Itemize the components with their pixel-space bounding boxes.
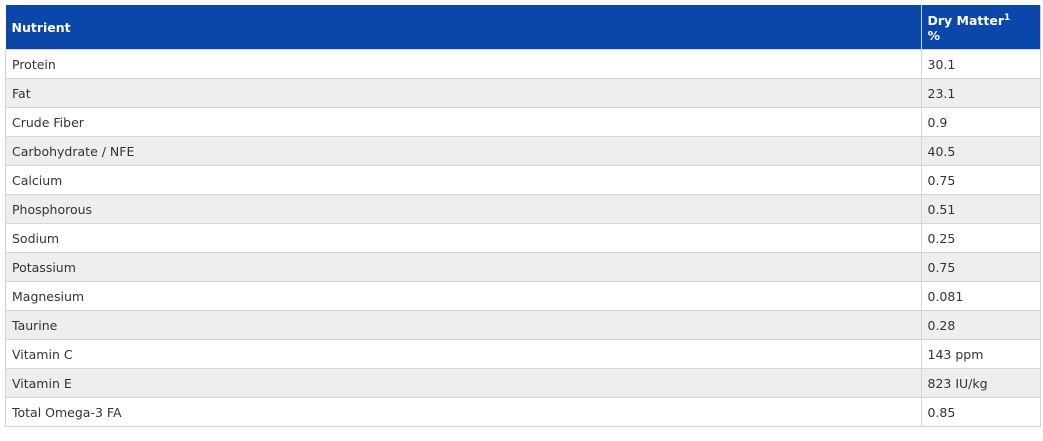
nutrient-table: Nutrient Dry Matter1% Protein 30.1 Fat 23.1…	[5, 5, 1041, 427]
table-body: Protein 30.1 Fat 23.1 Crude Fiber 0.9 Carbohyd…	[5, 49, 1041, 427]
value-cell: 823 IU/kg	[920, 368, 1041, 398]
value-cell: 23.1	[920, 78, 1041, 108]
value-cell: 0.51	[920, 194, 1041, 224]
header-row: Nutrient Dry Matter1%	[5, 5, 1041, 50]
nutrient-cell: Taurine	[5, 310, 922, 340]
nutrient-cell: Carbohydrate / NFE	[5, 136, 922, 166]
nutrient-cell: Vitamin E	[5, 368, 922, 398]
nutrient-cell: Protein	[5, 49, 922, 79]
nutrient-cell: Vitamin C	[5, 339, 922, 369]
value-cell: 30.1	[920, 49, 1041, 79]
header-text: Nutrient	[11, 19, 71, 35]
value-cell: 143 ppm	[920, 339, 1041, 369]
value-cell: 0.75	[920, 252, 1041, 282]
value-cell: 0.28	[920, 310, 1041, 340]
value-cell: 40.5	[920, 136, 1041, 166]
value-cell: 0.081	[920, 281, 1041, 311]
table-row: Taurine 0.28	[5, 310, 1041, 340]
table-row: Protein 30.1	[5, 49, 1041, 79]
nutrient-cell: Magnesium	[5, 281, 922, 311]
nutrient-cell: Sodium	[5, 223, 922, 253]
nutrient-cell: Calcium	[5, 165, 922, 195]
nutrient-cell: Total Omega-3 FA	[5, 397, 922, 427]
value-cell: 0.75	[920, 165, 1041, 195]
nutrient-cell: Potassium	[5, 252, 922, 282]
header-cell: Dry Matter1%	[921, 5, 1041, 50]
nutrient-cell: Crude Fiber	[5, 107, 922, 137]
table-row: Total Omega-3 FA 0.85	[5, 397, 1041, 427]
table-row: Magnesium 0.081	[5, 281, 1041, 311]
table-row: Carbohydrate / NFE 40.5	[5, 136, 1041, 166]
table-row: Fat 23.1	[5, 78, 1041, 108]
nutrient-cell: Fat	[5, 78, 922, 108]
footnote-ref: 1	[1004, 12, 1011, 23]
table-header: Nutrient Dry Matter1%	[5, 5, 1041, 50]
value-cell: 0.9	[920, 107, 1041, 137]
table-row: Sodium 0.25	[5, 223, 1041, 253]
table-row: Crude Fiber 0.9	[5, 107, 1041, 137]
header-text: Dry Matter	[927, 13, 1005, 29]
table-row: Potassium 0.75	[5, 252, 1041, 282]
nutrient-cell: Phosphorous	[5, 194, 922, 224]
header-unit: %	[927, 28, 941, 44]
value-cell: 0.25	[920, 223, 1041, 253]
table-row: Vitamin C 143 ppm	[5, 339, 1041, 369]
table-row: Phosphorous 0.51	[5, 194, 1041, 224]
table-row: Vitamin E 823 IU/kg	[5, 368, 1041, 398]
value-cell: 0.85	[920, 397, 1041, 427]
table-row: Calcium 0.75	[5, 165, 1041, 195]
header-cell: Nutrient	[5, 5, 922, 50]
